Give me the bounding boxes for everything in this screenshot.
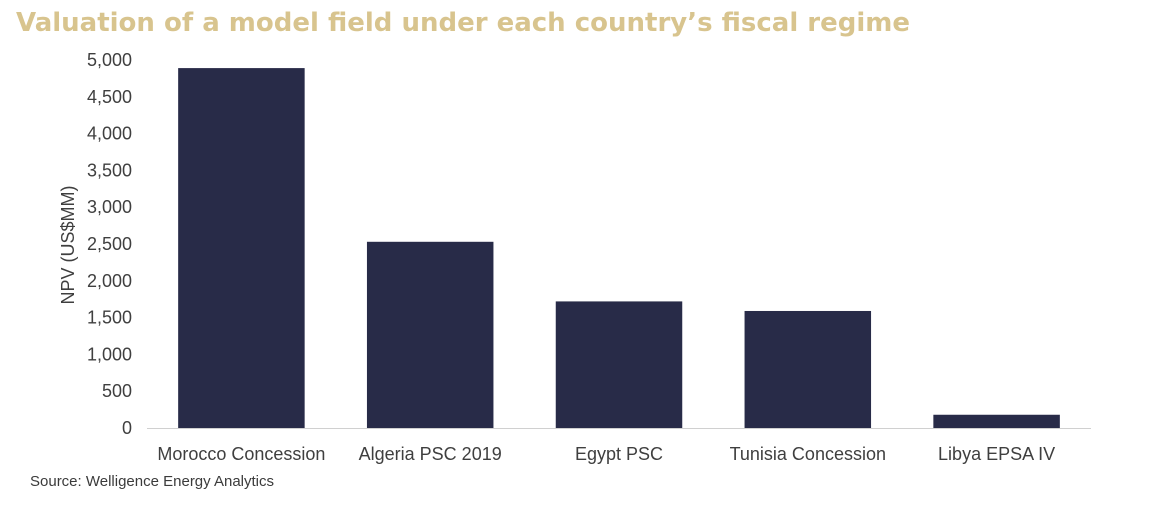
chart-title: Valuation of a model field under each co… [16, 8, 911, 38]
x-tick-label: Tunisia Concession [730, 444, 886, 464]
y-tick-label: 4,500 [87, 87, 132, 107]
y-axis-ticks: 0 500 1,000 1,500 2,000 2,500 3,000 3,500 4,000 4… [87, 50, 132, 438]
x-tick-label: Egypt PSC [575, 444, 663, 464]
y-tick-label: 3,000 [87, 197, 132, 217]
y-axis-label: NPV (US$MM) [58, 185, 78, 304]
y-tick-label: 2,500 [87, 234, 132, 254]
y-tick-label: 2,000 [87, 271, 132, 291]
y-tick-label: 500 [102, 381, 132, 401]
y-tick-label: 3,500 [87, 160, 132, 180]
x-tick-label: Morocco Concession [157, 444, 325, 464]
source-note: Source: Welligence Energy Analytics [30, 473, 275, 490]
bar [366, 241, 494, 428]
y-tick-label: 5,000 [87, 50, 132, 70]
y-tick-label: 1,000 [87, 344, 132, 364]
y-tick-label: 0 [122, 418, 132, 438]
bar [933, 414, 1060, 428]
x-tick-label: Libya EPSA IV [938, 444, 1055, 464]
bars [178, 68, 1060, 428]
bar [555, 301, 683, 428]
x-tick-label: Algeria PSC 2019 [359, 444, 502, 464]
x-axis-ticks: Morocco Concession Algeria PSC 2019 Egypt … [157, 444, 1055, 464]
bar [178, 68, 305, 428]
y-tick-label: 1,500 [87, 308, 132, 328]
y-tick-label: 4,000 [87, 124, 132, 144]
bar [744, 310, 872, 428]
